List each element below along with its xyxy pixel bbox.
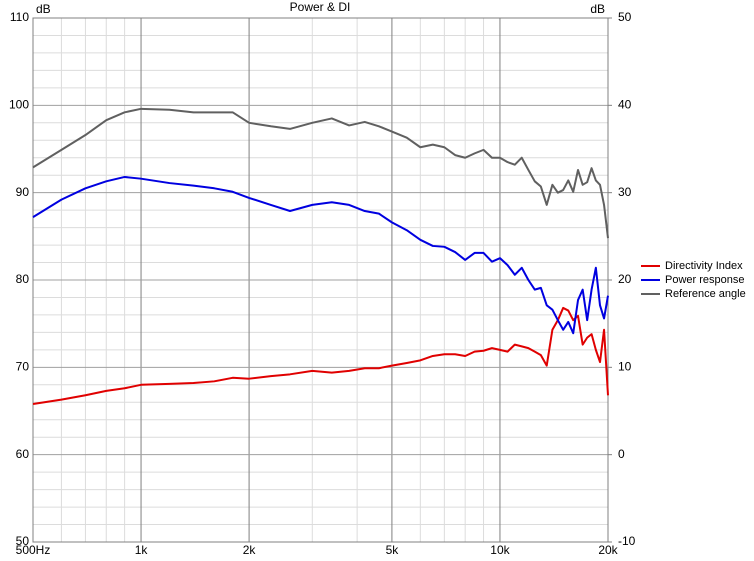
x-tick-label: 2k bbox=[243, 543, 257, 557]
x-tick-label: 20k bbox=[598, 543, 618, 557]
y2-tick-label: 20 bbox=[618, 272, 632, 286]
chart-title: Power & DI bbox=[290, 0, 351, 14]
y2-tick-label: -10 bbox=[618, 534, 636, 548]
y-tick-label: 110 bbox=[10, 10, 29, 24]
y-tick-label: 70 bbox=[16, 360, 30, 374]
series-line bbox=[32, 306, 609, 405]
x-tick-label: 10k bbox=[490, 543, 510, 557]
plot-frame bbox=[32, 17, 609, 543]
y2-tick-label: 10 bbox=[618, 360, 632, 374]
legend-label: Power response bbox=[665, 274, 745, 286]
y-tick-label: 100 bbox=[9, 98, 29, 112]
legend: Directivity Index Power response Reference… bbox=[641, 260, 746, 300]
y-tick-label: 90 bbox=[16, 185, 30, 199]
y-tick-label: 50 bbox=[16, 534, 30, 548]
series-line bbox=[32, 107, 609, 239]
x-tick-label: 1k bbox=[135, 543, 149, 557]
x-tick-label: 500Hz bbox=[16, 543, 51, 557]
y2-tick-label: 40 bbox=[618, 98, 632, 112]
legend-label: Reference angle bbox=[665, 288, 746, 300]
legend-label: Directivity Index bbox=[665, 260, 743, 272]
y2-tick-label: 30 bbox=[618, 185, 632, 199]
x-tick-label: 5k bbox=[386, 543, 400, 557]
y-tick-label: 80 bbox=[16, 272, 30, 286]
y-tick-label: 60 bbox=[16, 447, 30, 461]
y2-tick-label: 50 bbox=[618, 10, 632, 24]
y-axis-label: dB bbox=[36, 2, 51, 16]
y2-tick-label: 0 bbox=[618, 447, 625, 461]
y2-axis-label: dB bbox=[590, 2, 605, 16]
series-line bbox=[32, 175, 609, 335]
